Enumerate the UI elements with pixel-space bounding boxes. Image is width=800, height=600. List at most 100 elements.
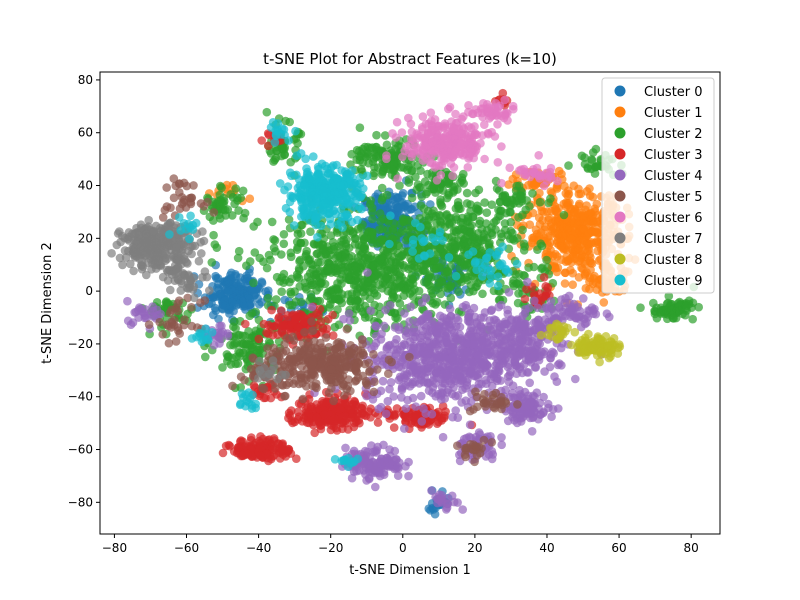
data-point [344, 275, 354, 285]
data-point [385, 384, 394, 394]
data-point [323, 265, 333, 275]
data-point [302, 382, 311, 391]
data-point [279, 230, 289, 239]
data-point [417, 192, 427, 201]
data-point [362, 380, 372, 390]
data-point [550, 206, 560, 215]
data-point [436, 211, 445, 221]
data-point [536, 239, 545, 248]
data-point [336, 404, 345, 414]
data-point [441, 368, 450, 378]
data-point [244, 327, 253, 336]
data-point [586, 239, 596, 248]
data-point [249, 222, 258, 231]
data-point [218, 363, 227, 372]
data-point [226, 360, 236, 369]
data-point [592, 217, 601, 227]
data-point [366, 306, 376, 316]
data-point [575, 217, 584, 226]
data-point [263, 141, 273, 151]
data-point [196, 298, 205, 308]
data-point [516, 350, 525, 359]
data-point [409, 334, 418, 344]
data-point [439, 347, 449, 357]
data-point [275, 346, 285, 356]
data-point [369, 350, 378, 359]
data-point [520, 294, 530, 304]
data-point [240, 375, 249, 385]
data-point [482, 379, 491, 389]
data-point [174, 296, 184, 306]
data-point [209, 208, 219, 217]
data-point [417, 417, 427, 426]
data-point [357, 260, 367, 270]
data-point [575, 256, 584, 266]
data-point [531, 363, 541, 372]
data-point [277, 287, 287, 297]
data-point [162, 183, 171, 192]
data-point [292, 454, 301, 464]
data-point [259, 393, 269, 403]
data-point [257, 277, 267, 287]
data-point [521, 319, 531, 329]
data-point [529, 289, 539, 299]
data-point [395, 271, 404, 280]
data-point [371, 321, 380, 331]
data-point [234, 246, 244, 256]
data-point [267, 217, 277, 227]
data-point [234, 442, 243, 452]
data-point [532, 349, 542, 358]
data-point [354, 273, 363, 283]
data-point [400, 412, 410, 421]
data-point [333, 251, 343, 260]
data-point [497, 440, 507, 450]
data-point [363, 150, 373, 159]
data-point [264, 250, 274, 260]
data-point [275, 277, 285, 286]
data-point [445, 242, 454, 251]
data-point [496, 376, 506, 385]
data-point [276, 306, 286, 315]
data-point [660, 306, 670, 316]
data-point [458, 218, 468, 228]
data-point [539, 273, 549, 282]
data-point [486, 325, 496, 335]
data-point [463, 259, 473, 269]
data-point [296, 346, 305, 355]
data-point [171, 337, 181, 346]
data-point [324, 388, 334, 398]
data-point [529, 262, 539, 272]
data-point [503, 305, 512, 315]
data-point [144, 320, 154, 329]
data-point [241, 441, 251, 451]
data-point [573, 209, 582, 218]
data-point [493, 330, 503, 340]
data-point [688, 298, 698, 308]
data-point [343, 381, 353, 391]
data-point [213, 274, 223, 283]
data-point [397, 191, 407, 200]
data-point [507, 316, 517, 325]
data-point [318, 240, 327, 250]
data-point [513, 298, 523, 308]
data-point [467, 367, 477, 377]
data-point [403, 328, 412, 338]
data-point [273, 439, 283, 448]
data-point [454, 287, 463, 297]
data-point [407, 193, 417, 203]
data-point [488, 390, 498, 400]
data-point [588, 279, 598, 289]
data-point [444, 320, 454, 329]
data-point [275, 454, 285, 463]
data-point [308, 280, 318, 290]
data-point [403, 225, 413, 234]
data-point [449, 339, 458, 349]
data-point [228, 297, 237, 307]
data-point [486, 306, 496, 316]
data-point [569, 181, 579, 190]
data-point [431, 264, 441, 274]
data-point [169, 174, 179, 183]
data-point [400, 424, 409, 433]
data-point [304, 418, 314, 428]
data-point [216, 181, 225, 191]
